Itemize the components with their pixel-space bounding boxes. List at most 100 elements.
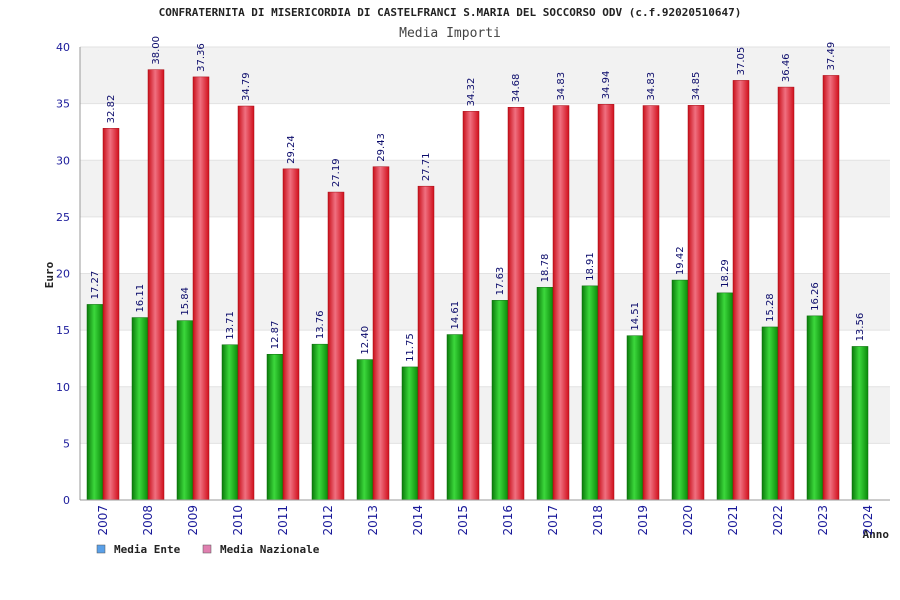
chart-subtitle: Media Importi — [399, 26, 501, 41]
x-axis-label: Anno — [863, 528, 890, 541]
bar-ente-2016 — [491, 300, 509, 501]
bar-ente-2022 — [761, 326, 779, 501]
data-label: 34.32 — [466, 78, 477, 107]
bar-nazionale-2016 — [507, 106, 525, 501]
bar-nazionale-2022 — [777, 86, 795, 501]
bars — [86, 69, 869, 501]
x-tick-label: 2010 — [231, 505, 245, 536]
data-label: 29.43 — [376, 133, 387, 162]
bar-ente-2023 — [806, 315, 824, 501]
data-label: 17.63 — [495, 267, 506, 296]
x-tick-label: 2009 — [186, 505, 200, 536]
data-label: 34.83 — [646, 72, 657, 101]
legend-swatch-nazionale — [202, 544, 212, 554]
bar-ente-2012 — [311, 343, 329, 501]
x-tick-label: 2007 — [96, 505, 110, 536]
data-label: 16.11 — [135, 284, 146, 313]
y-tick-label: 20 — [56, 268, 70, 281]
legend: Media Ente Media Nazionale — [96, 543, 320, 556]
x-tick-label: 2021 — [726, 505, 740, 536]
bar-nazionale-2007 — [102, 128, 120, 501]
x-tick-label: 2017 — [546, 505, 560, 536]
bar-nazionale-2020 — [687, 105, 705, 501]
y-tick-label: 10 — [56, 381, 70, 394]
bar-nazionale-2008 — [147, 69, 165, 501]
data-labels: 17.27 32.82 16.11 38.00 15.84 37.36 13.71 34.79… — [90, 36, 866, 362]
grid-band — [80, 273, 890, 331]
y-axis-label: Euro — [43, 261, 56, 288]
y-tick-label: 30 — [56, 154, 70, 167]
data-label: 34.94 — [601, 71, 612, 100]
data-label: 18.78 — [540, 254, 551, 283]
legend-label-ente: Media Ente — [114, 543, 181, 556]
data-label: 37.05 — [736, 47, 747, 76]
bar-ente-2020 — [671, 279, 689, 501]
bar-ente-2011 — [266, 353, 284, 501]
data-label: 36.46 — [781, 53, 792, 82]
data-label: 15.28 — [765, 293, 776, 322]
bar-nazionale-2023 — [822, 75, 840, 501]
x-tick-label: 2008 — [141, 505, 155, 536]
x-tick-label: 2016 — [501, 505, 515, 536]
bar-nazionale-2010 — [237, 105, 255, 501]
data-label: 18.29 — [720, 259, 731, 288]
y-axis-ticks: 0 5 10 15 20 25 30 35 40 — [56, 41, 70, 507]
data-label: 32.82 — [106, 95, 117, 124]
x-tick-label: 2013 — [366, 505, 380, 536]
bar-ente-2009 — [176, 320, 194, 501]
data-label: 38.00 — [151, 36, 162, 65]
data-label: 18.91 — [585, 252, 596, 281]
legend-swatch-ente — [96, 544, 106, 554]
data-label: 15.84 — [180, 287, 191, 316]
bar-ente-2021 — [716, 292, 734, 501]
grid-band — [80, 386, 890, 444]
bar-nazionale-2014 — [417, 185, 435, 501]
x-tick-label: 2019 — [636, 505, 650, 536]
chart-title: CONFRATERNITA DI MISERICORDIA DI CASTELF… — [159, 6, 742, 19]
data-label: 34.83 — [556, 72, 567, 101]
x-tick-label: 2015 — [456, 505, 470, 536]
data-label: 13.71 — [225, 311, 236, 340]
data-label: 34.79 — [241, 72, 252, 101]
bar-ente-2014 — [401, 366, 419, 501]
bar-ente-2015 — [446, 334, 464, 501]
data-label: 34.68 — [511, 74, 522, 103]
data-label: 34.85 — [691, 72, 702, 101]
data-label: 17.27 — [90, 271, 101, 300]
bar-ente-2017 — [536, 287, 554, 501]
data-label: 37.36 — [196, 43, 207, 72]
x-axis-ticks: 2007 2008 2009 2010 2011 2012 2013 2014 2015 2016… — [96, 505, 875, 536]
y-tick-label: 5 — [63, 437, 70, 450]
bar-ente-2007 — [86, 304, 104, 501]
data-label: 11.75 — [405, 333, 416, 362]
y-tick-label: 35 — [56, 98, 70, 111]
data-label: 14.61 — [450, 301, 461, 330]
x-tick-label: 2011 — [276, 505, 290, 536]
data-label: 13.56 — [855, 313, 866, 342]
bar-nazionale-2009 — [192, 76, 210, 501]
x-tick-label: 2012 — [321, 505, 335, 536]
data-label: 19.42 — [675, 246, 686, 275]
bar-ente-2018 — [581, 285, 599, 501]
legend-label-nazionale: Media Nazionale — [220, 543, 320, 556]
y-tick-label: 25 — [56, 211, 70, 224]
bar-nazionale-2018 — [597, 104, 615, 501]
bar-nazionale-2019 — [642, 105, 660, 501]
grid-band — [80, 47, 890, 104]
grid-lines — [80, 46, 890, 444]
data-label: 16.26 — [810, 282, 821, 311]
x-tick-label: 2023 — [816, 505, 830, 536]
bar-nazionale-2011 — [282, 168, 300, 501]
x-tick-label: 2014 — [411, 505, 425, 536]
bar-ente-2024 — [851, 346, 869, 501]
data-label: 14.51 — [630, 302, 641, 331]
x-tick-label: 2020 — [681, 505, 695, 536]
bar-ente-2013 — [356, 359, 374, 501]
data-label: 12.40 — [360, 326, 371, 355]
grid-bands — [80, 47, 890, 444]
data-label: 27.71 — [421, 153, 432, 182]
bar-ente-2008 — [131, 317, 149, 501]
bar-ente-2010 — [221, 344, 239, 501]
x-tick-label: 2022 — [771, 505, 785, 536]
y-tick-label: 0 — [63, 494, 70, 507]
